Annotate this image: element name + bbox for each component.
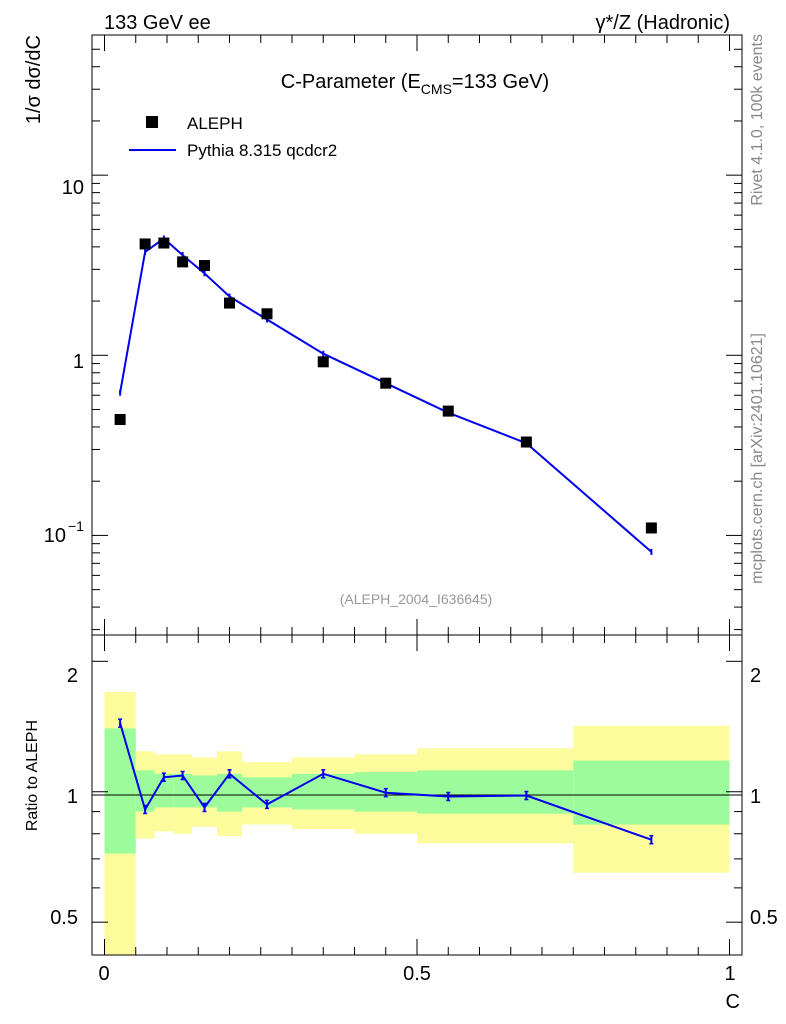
ytick-label-0.1-exponent: −1 [68,518,84,534]
ratio-ytick-2: 2 [67,665,78,687]
analysis-tag: (ALEPH_2004_I636645) [340,591,493,607]
ratio-ticks [92,635,742,955]
aleph-point [158,237,170,249]
stat-uncertainty-band [573,760,730,825]
pythia-curve [119,237,653,553]
mcplots-label: mcplots.cern.ch [arXiv:2401.10621] [749,333,766,584]
aleph-point [114,414,126,426]
main-data-layer [114,235,657,555]
main-panel: C-Parameter (ECMS=133 GeV) 1/σ dσ/dC 10 … [23,34,743,636]
ratio-bands [104,691,730,955]
aleph-point [177,256,189,268]
ytick-label-0.1: 10 [44,525,66,547]
aleph-point [199,260,210,272]
aleph-point [645,522,657,534]
legend-pythia-label: Pythia 8.315 qcdcr2 [187,141,337,160]
ytick-label-10: 10 [62,177,84,199]
aleph-point [520,436,532,448]
energy-label: 133 GeV ee [104,12,211,34]
ratio-ytick-right-0.5: 0.5 [750,907,778,929]
aleph-point [139,238,151,250]
stat-uncertainty-band [292,773,355,810]
legend-aleph-label: ALEPH [187,114,243,133]
x-axis-label: C [726,991,740,1013]
ratio-ytick-0.5: 0.5 [50,907,78,929]
process-label: γ*/Z (Hadronic) [596,12,730,34]
legend-aleph-marker [146,116,158,128]
ratio-panel: Ratio to ALEPH 0.5 1 2 0.5 1 2 0 0.5 1 C [24,634,778,1013]
chart-title: C-Parameter (ECMS=133 GeV) [281,71,549,97]
aleph-point [261,308,273,320]
ratio-ylabel: Ratio to ALEPH [24,720,41,831]
aleph-point [442,405,454,417]
stat-uncertainty-band [104,728,136,854]
ratio-ytick-1: 1 [67,786,78,808]
ratio-ytick-right-1: 1 [750,786,761,808]
stat-uncertainty-band [217,773,242,812]
ratio-ytick-right-2: 2 [750,665,761,687]
xtick-label-0: 0 [98,963,109,985]
aleph-point [224,297,235,309]
stat-uncertainty-band [154,773,174,808]
main-ylabel: 1/σ dσ/dC [23,35,45,124]
xtick-label-1: 1 [724,963,735,985]
aleph-point [380,377,392,389]
ratio-curve [119,722,652,841]
main-ticks [92,34,742,635]
ratio-data-layer [118,718,654,845]
ytick-label-1: 1 [73,351,84,373]
stat-uncertainty-band [192,775,217,808]
rivet-label: Rivet 4.1.0, 100k events [749,34,766,206]
aleph-point [317,356,329,368]
xtick-label-0.5: 0.5 [403,963,431,985]
